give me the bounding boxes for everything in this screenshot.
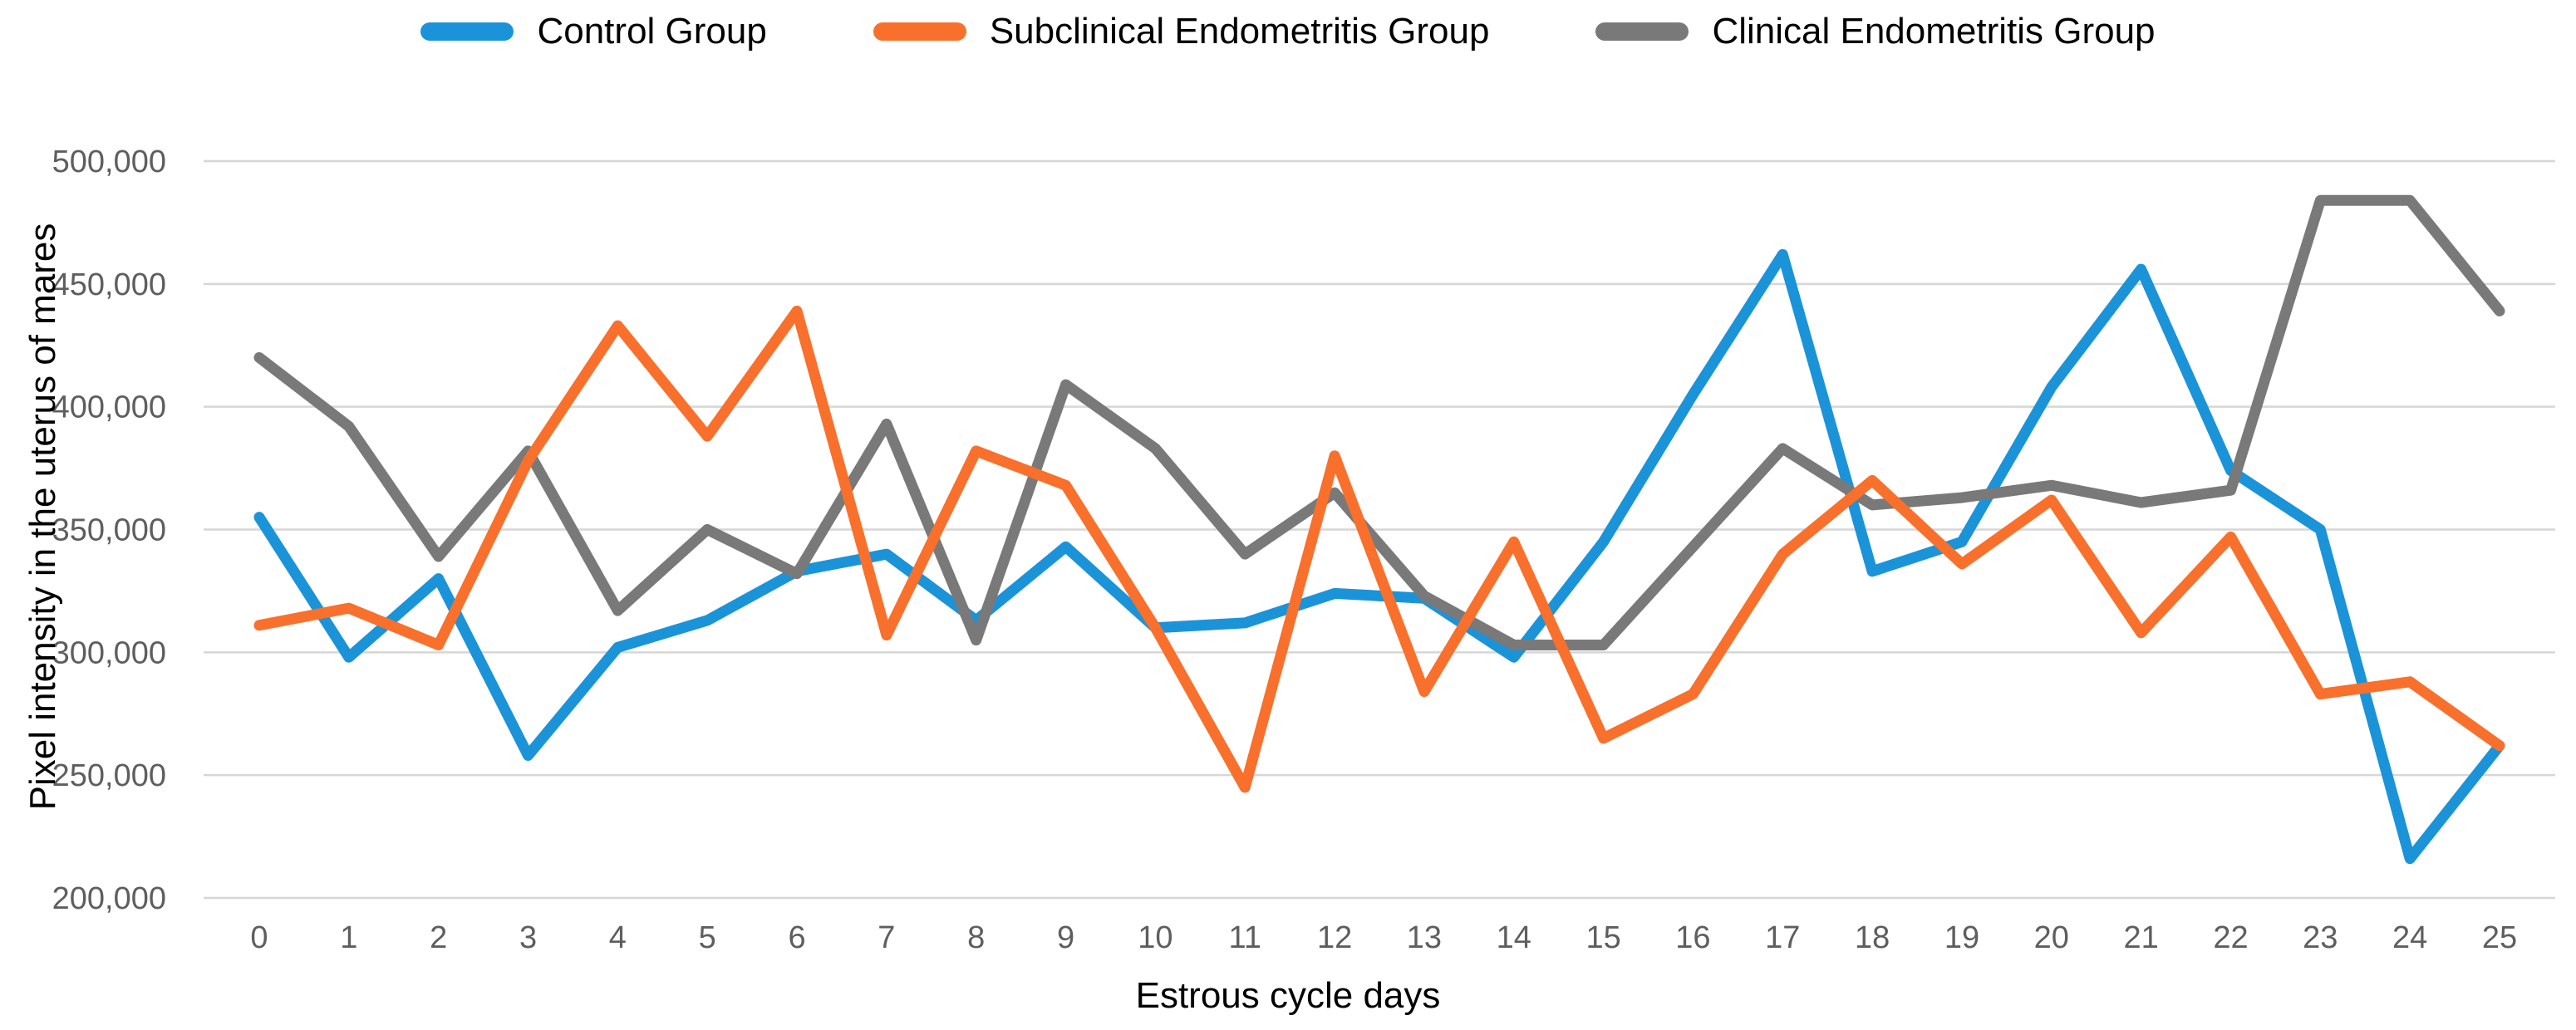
y-tick-label: 250,000 (52, 758, 166, 793)
y-tick-label: 450,000 (52, 267, 166, 302)
y-axis-title: Pixel intensity in the uterus of mares (22, 223, 63, 811)
x-tick-label: 19 (1944, 920, 1979, 955)
legend-label: Control Group (537, 11, 767, 52)
series-line-clinical-endometritis-group (253, 194, 2505, 650)
y-tick-label: 500,000 (52, 145, 166, 179)
y-tick-label: 200,000 (52, 881, 166, 916)
x-tick-label: 18 (1855, 920, 1890, 955)
series-line-subclinical-endometritis-group (253, 305, 2505, 793)
y-tick-label: 350,000 (52, 513, 166, 548)
x-tick-label: 15 (1585, 920, 1620, 955)
legend-item-control-group: Control Group (420, 11, 767, 52)
x-tick-label: 13 (1407, 920, 1442, 955)
x-tick-label: 22 (2213, 920, 2248, 955)
x-tick-label: 6 (788, 920, 805, 955)
legend-swatch-icon (873, 22, 966, 41)
x-tick-label: 10 (1138, 920, 1172, 955)
x-tick-label: 25 (2482, 920, 2517, 955)
x-tick-label: 11 (1229, 920, 1261, 955)
x-tick-label: 8 (967, 920, 985, 955)
x-tick-label: 24 (2392, 920, 2427, 955)
x-tick-label: 21 (2123, 920, 2158, 955)
legend-label: Subclinical Endometritis Group (989, 11, 1490, 52)
x-tick-label: 23 (2303, 920, 2338, 955)
x-tick-label: 2 (430, 920, 447, 955)
x-tick-label: 16 (1675, 920, 1710, 955)
x-tick-label: 9 (1057, 920, 1074, 955)
x-tick-label: 14 (1497, 920, 1531, 955)
x-tick-label: 1 (340, 920, 357, 955)
legend-label: Clinical Endometritis Group (1712, 11, 2156, 52)
x-tick-label: 0 (250, 920, 268, 955)
x-tick-label: 20 (2034, 920, 2069, 955)
x-tick-label: 3 (519, 920, 537, 955)
legend-item-subclinical-endometritis-group: Subclinical Endometritis Group (873, 11, 1490, 52)
legend-swatch-icon (1595, 22, 1689, 41)
x-tick-label: 5 (699, 920, 716, 955)
x-tick-label: 12 (1317, 920, 1352, 955)
y-tick-label: 400,000 (52, 390, 166, 425)
x-axis-title: Estrous cycle days (1135, 975, 1441, 1016)
x-tick-label: 7 (878, 920, 895, 955)
y-tick-label: 300,000 (52, 635, 166, 670)
legend-swatch-icon (420, 22, 514, 41)
legend: Control Group Subclinical Endometritis Gr… (0, 5, 2576, 58)
series-line-control-group (253, 248, 2505, 865)
legend-item-clinical-endometritis-group: Clinical Endometritis Group (1595, 11, 2156, 52)
x-tick-label: 4 (609, 920, 627, 955)
x-tick-label: 17 (1765, 920, 1800, 955)
